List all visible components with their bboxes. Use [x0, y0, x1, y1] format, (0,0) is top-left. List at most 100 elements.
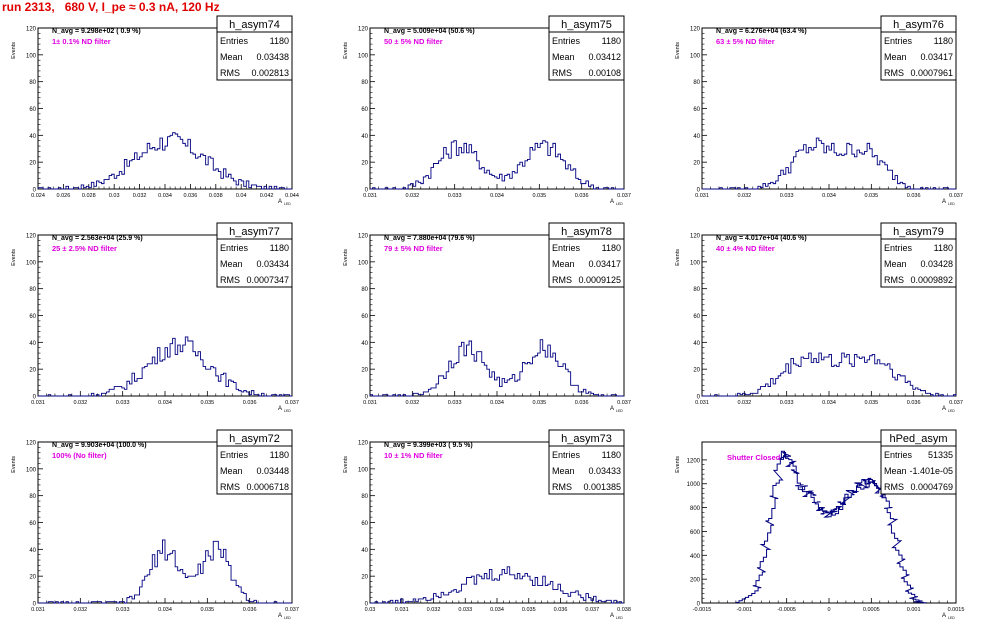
y-tick-label: 40 — [29, 341, 36, 347]
stats-entries-value: 1180 — [934, 36, 953, 46]
stats-mean-value: 0.03448 — [256, 466, 289, 476]
stats-box — [548, 15, 625, 81]
x-tick-label: 0.035 — [864, 193, 878, 199]
x-tick-label: 0.0015 — [948, 607, 965, 613]
y-tick-label: 20 — [361, 368, 368, 374]
x-tick-label: 0.034 — [490, 607, 504, 613]
x-axis-subscript: LED — [284, 202, 291, 206]
x-tick-label: -0.001 — [737, 607, 753, 613]
histogram-svg: 0 20 40 60 80 100 120 0.03 0.031 0.032 0.033 0.034 0… — [343, 429, 631, 620]
x-tick-label: 0.036 — [243, 400, 257, 406]
stats-label: Mean — [552, 466, 575, 476]
x-tick-label: 0.037 — [949, 193, 963, 199]
stats-box — [216, 429, 293, 495]
x-tick-label: 0.038 — [617, 607, 631, 613]
stats-box — [216, 222, 293, 288]
x-tick-label: 0.031 — [395, 607, 409, 613]
x-tick-label: 0.035 — [532, 400, 546, 406]
y-tick-label: 120 — [26, 441, 37, 447]
y-tick-label: 120 — [358, 27, 369, 33]
y-tick-label: 120 — [358, 234, 369, 240]
histogram-svg: 0 20 40 60 80 100 120 0.031 0.032 0.033 0.034 0.035… — [675, 222, 963, 413]
stats-rms-value: 0.001385 — [583, 482, 621, 492]
x-tick-label: 0.031 — [695, 193, 709, 199]
stats-label: Mean — [884, 259, 907, 269]
histogram-panel: 0 20 40 60 80 100 120 0.031 0.032 0.033 0.034 0.035… — [332, 219, 664, 426]
x-tick-label: 0.044 — [285, 193, 299, 199]
histogram-line — [735, 450, 927, 604]
histogram-name: h_asym75 — [561, 19, 612, 31]
y-axis-label: Events — [675, 249, 681, 266]
stats-label: RMS — [220, 68, 240, 78]
histogram-panel: 0 20 40 60 80 100 120 0.031 0.032 0.033 0.034 0.035… — [664, 219, 996, 426]
stats-entries-value: 51335 — [928, 450, 953, 460]
y-tick-label: 20 — [693, 161, 700, 167]
x-tick-label: 0.031 — [31, 607, 45, 613]
x-tick-label: 0.031 — [695, 400, 709, 406]
histogram-svg: 0 20 40 60 80 100 120 0.031 0.032 0.033 0.034 0.035… — [343, 15, 631, 206]
stats-label: RMS — [220, 275, 240, 285]
histogram-name: h_asym76 — [893, 19, 944, 31]
stats-rms-value: 0.00108 — [588, 68, 621, 78]
x-tick-label: 0.032 — [737, 193, 751, 199]
stats-label: Mean — [220, 259, 243, 269]
x-tick-label: 0.026 — [57, 193, 71, 199]
x-tick-label: -0.0015 — [693, 607, 712, 613]
x-tick-label: 0.036 — [907, 193, 921, 199]
stats-label: Entries — [220, 36, 249, 46]
histogram-svg: 0 20 40 60 80 100 120 0.031 0.032 0.033 0.034 0.035… — [675, 15, 963, 206]
stats-rms-value: 0.002813 — [251, 68, 289, 78]
y-tick-label: 120 — [690, 27, 701, 33]
x-axis-label: A — [278, 613, 282, 619]
x-axis-label: A — [942, 613, 946, 619]
y-tick-label: 80 — [361, 494, 368, 500]
x-tick-label: 0.042 — [260, 193, 274, 199]
y-tick-label: 200 — [690, 578, 701, 584]
y-axis-label: Events — [675, 42, 681, 59]
x-tick-label: 0.035 — [532, 193, 546, 199]
histogram-panel: 0 20 40 60 80 100 120 0.031 0.032 0.033 0.034 0.035… — [332, 12, 664, 219]
y-tick-label: 100 — [358, 467, 369, 473]
histogram-name: h_asym72 — [229, 433, 280, 445]
filter-annotation: Shutter Closed — [727, 453, 781, 462]
x-tick-label: 0.031 — [31, 400, 45, 406]
x-tick-label: 0 — [827, 607, 830, 613]
stats-label: RMS — [884, 482, 904, 492]
histogram-line — [38, 336, 292, 397]
y-tick-label: 60 — [693, 314, 700, 320]
x-axis-subscript: LED — [284, 409, 291, 413]
x-tick-label: 0.036 — [243, 607, 257, 613]
y-tick-label: 0 — [697, 188, 701, 194]
histogram-panel: 0 20 40 60 80 100 120 0.031 0.032 0.033 0.034 0.035… — [0, 219, 332, 426]
x-tick-label: 0.034 — [490, 400, 504, 406]
y-tick-label: 40 — [29, 134, 36, 140]
navg-label: N_avg = 7.880e+04 (79.6 %) — [384, 235, 475, 242]
x-tick-label: 0.035 — [200, 607, 214, 613]
histogram-line — [370, 140, 624, 190]
stats-mean-value: -1.401e-05 — [909, 466, 953, 476]
stats-mean-value: 0.03417 — [920, 52, 953, 62]
x-tick-label: 0.033 — [116, 400, 130, 406]
y-axis-label: Events — [11, 249, 17, 266]
histogram-name: h_asym73 — [561, 433, 612, 445]
y-tick-label: 120 — [690, 234, 701, 240]
x-tick-label: 0.033 — [780, 193, 794, 199]
y-tick-label: 40 — [361, 341, 368, 347]
x-tick-label: 0.035 — [522, 607, 536, 613]
page-title: run 2313, 680 V, I_pe ≈ 0.3 nA, 120 Hz — [2, 0, 220, 14]
y-tick-label: 40 — [361, 134, 368, 140]
stats-label: RMS — [884, 68, 904, 78]
y-tick-label: 20 — [693, 368, 700, 374]
y-tick-label: 0 — [365, 395, 369, 401]
stats-entries-value: 1180 — [602, 36, 621, 46]
filter-annotation: 63 ± 5% ND filter — [716, 37, 775, 46]
histogram-svg: 0 200 400 600 800 1000 1200 -0.0015 -0.001 -0.000… — [675, 429, 965, 620]
stats-box — [216, 15, 293, 81]
x-tick-label: 0.033 — [116, 607, 130, 613]
x-axis-subscript: LED — [948, 202, 955, 206]
x-axis-label: A — [942, 199, 946, 205]
stats-rms-value: 0.0009892 — [910, 275, 953, 285]
filter-annotation: 10 ± 1% ND filter — [384, 451, 443, 460]
histogram-name: hPed_asym — [889, 433, 947, 445]
y-axis-label: Events — [675, 456, 681, 473]
